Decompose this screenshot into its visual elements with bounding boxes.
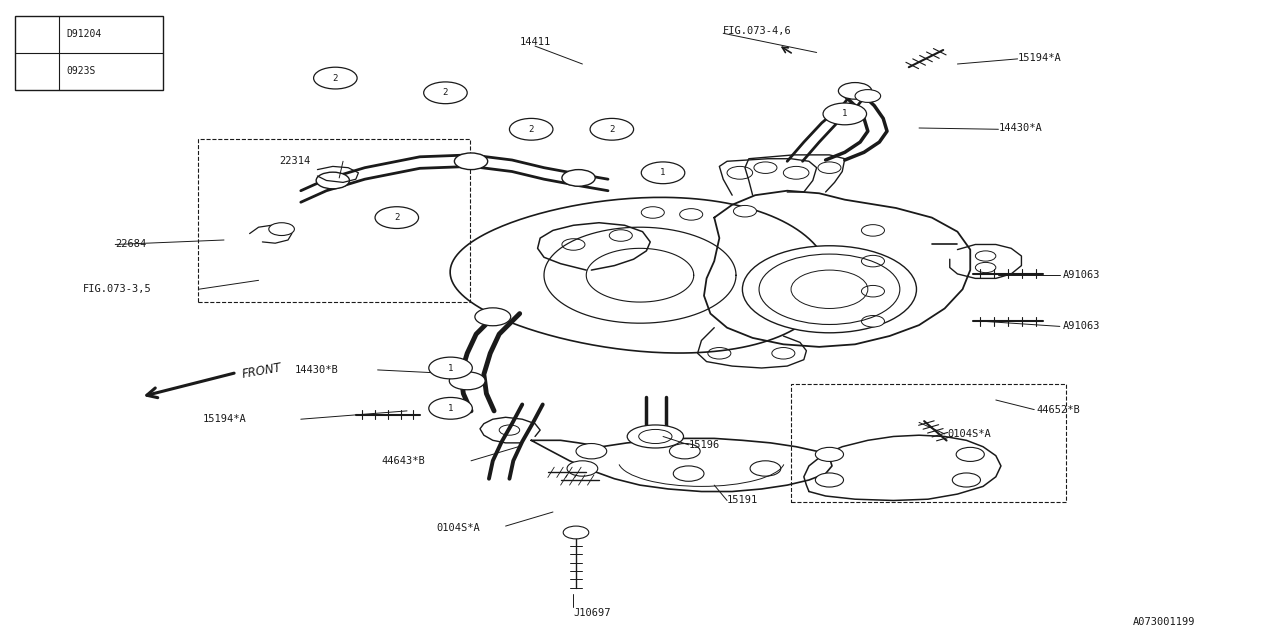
Text: 1: 1 (35, 30, 40, 39)
Text: A91063: A91063 (1062, 321, 1100, 332)
Text: 44652*B: 44652*B (1037, 404, 1080, 415)
Text: 1: 1 (448, 404, 453, 413)
Ellipse shape (449, 372, 485, 390)
Ellipse shape (733, 205, 756, 217)
Circle shape (314, 67, 357, 89)
Ellipse shape (838, 83, 872, 99)
Circle shape (22, 63, 52, 79)
Ellipse shape (673, 466, 704, 481)
Text: 15194*A: 15194*A (202, 414, 246, 424)
Text: 2: 2 (609, 125, 614, 134)
Text: A073001199: A073001199 (1133, 617, 1196, 627)
Circle shape (641, 162, 685, 184)
Ellipse shape (641, 207, 664, 218)
Ellipse shape (475, 308, 511, 326)
Text: 44643*B: 44643*B (381, 456, 425, 466)
Circle shape (429, 357, 472, 379)
Text: 15191: 15191 (727, 495, 758, 506)
Text: 0104S*A: 0104S*A (947, 429, 991, 439)
Text: 1: 1 (660, 168, 666, 177)
Ellipse shape (861, 255, 884, 267)
Text: 2: 2 (333, 74, 338, 83)
Ellipse shape (815, 473, 844, 487)
Text: FIG.073-4,6: FIG.073-4,6 (723, 26, 792, 36)
Text: A91063: A91063 (1062, 270, 1100, 280)
Text: FIG.073-3,5: FIG.073-3,5 (83, 284, 152, 294)
Ellipse shape (669, 444, 700, 459)
Circle shape (375, 207, 419, 228)
Text: 2: 2 (443, 88, 448, 97)
Ellipse shape (861, 316, 884, 327)
Circle shape (823, 103, 867, 125)
Text: 14430*B: 14430*B (294, 365, 338, 375)
Text: 14430*A: 14430*A (998, 123, 1042, 133)
Ellipse shape (956, 447, 984, 461)
Ellipse shape (952, 473, 980, 487)
Ellipse shape (576, 444, 607, 459)
Ellipse shape (815, 447, 844, 461)
Ellipse shape (861, 225, 884, 236)
Text: J10697: J10697 (573, 608, 611, 618)
Ellipse shape (316, 172, 349, 189)
Ellipse shape (454, 153, 488, 170)
Text: 0923S: 0923S (67, 66, 96, 76)
Ellipse shape (567, 461, 598, 476)
Text: 1: 1 (448, 364, 453, 372)
Bar (791, 384, 1066, 502)
Ellipse shape (861, 285, 884, 297)
Circle shape (590, 118, 634, 140)
Text: 14411: 14411 (520, 36, 550, 47)
Ellipse shape (627, 425, 684, 448)
Bar (198, 139, 470, 302)
Ellipse shape (269, 223, 294, 236)
Text: 15194*A: 15194*A (1018, 52, 1061, 63)
Ellipse shape (680, 209, 703, 220)
Ellipse shape (750, 461, 781, 476)
Bar (15, 16, 163, 90)
Ellipse shape (562, 170, 595, 186)
Text: 2: 2 (394, 213, 399, 222)
Text: 0104S*A: 0104S*A (436, 523, 480, 533)
Text: 22314: 22314 (279, 156, 310, 166)
Circle shape (424, 82, 467, 104)
Ellipse shape (855, 90, 881, 102)
Text: D91204: D91204 (67, 29, 102, 40)
Text: 1: 1 (842, 109, 847, 118)
Circle shape (429, 397, 472, 419)
Ellipse shape (563, 526, 589, 539)
Ellipse shape (742, 246, 916, 333)
Text: 15196: 15196 (689, 440, 719, 450)
Circle shape (509, 118, 553, 140)
Text: FRONT: FRONT (241, 362, 283, 381)
Text: 2: 2 (529, 125, 534, 134)
Circle shape (22, 27, 52, 42)
Text: 22684: 22684 (115, 239, 146, 250)
Text: 2: 2 (35, 67, 40, 76)
